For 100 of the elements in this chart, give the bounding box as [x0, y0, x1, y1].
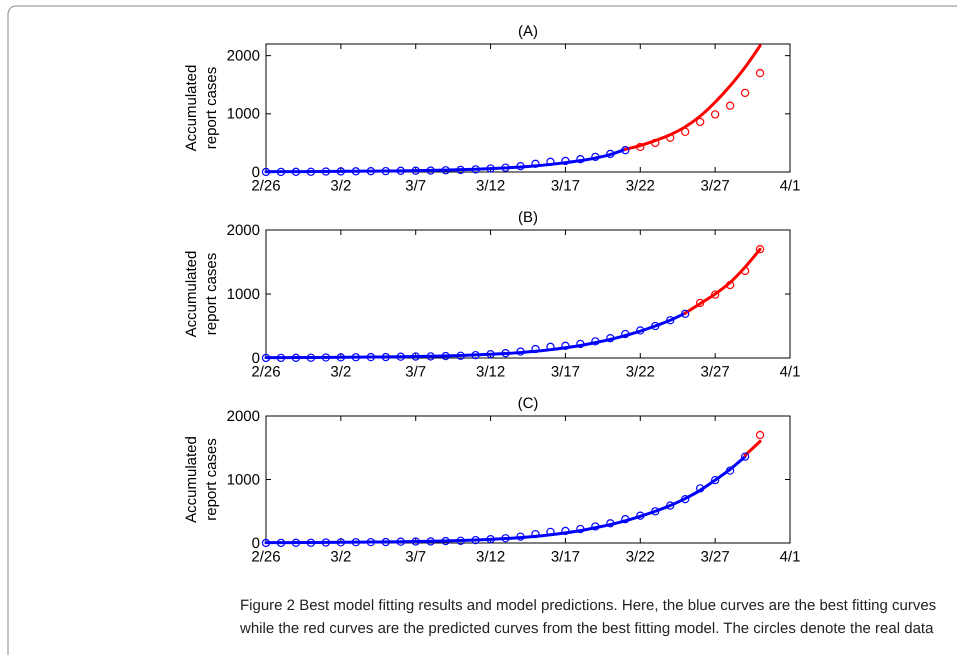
point	[441, 166, 450, 174]
point	[336, 538, 346, 547]
y-axis-title: Accumulated report cases	[183, 64, 220, 152]
point	[576, 524, 585, 534]
point	[366, 538, 375, 546]
point	[396, 166, 405, 175]
x-tick-label: 3/7	[405, 548, 426, 566]
point	[621, 146, 630, 154]
x-tick-label: 4/1	[780, 364, 800, 381]
point	[561, 156, 570, 166]
y-tick-label: 2000	[226, 222, 260, 239]
y-tick-label: 1000	[226, 106, 260, 123]
point	[576, 340, 585, 348]
point	[412, 352, 420, 361]
point	[306, 168, 316, 176]
point	[516, 347, 525, 356]
point	[516, 162, 525, 170]
point	[501, 163, 510, 172]
point	[666, 501, 674, 510]
point	[756, 430, 764, 440]
x-tick-label: 3/27	[700, 178, 730, 195]
line-series	[684, 248, 762, 315]
point	[636, 326, 644, 335]
x-tick-label: 4/1	[780, 548, 800, 566]
point	[366, 167, 375, 176]
y-tick-label: 2000	[226, 408, 260, 425]
x-tick-label: 3/22	[626, 548, 655, 566]
x-tick-label: 3/12	[476, 364, 506, 381]
point	[412, 166, 420, 175]
point	[636, 142, 644, 152]
point	[352, 353, 360, 362]
x-tick-label: 3/27	[700, 548, 730, 566]
point	[621, 515, 630, 524]
point	[756, 245, 764, 254]
point	[726, 102, 734, 110]
point	[471, 350, 480, 360]
point	[666, 316, 674, 324]
point	[531, 160, 540, 168]
point	[740, 266, 750, 276]
point	[576, 155, 585, 164]
x-tick-label: 3/12	[476, 178, 506, 195]
x-tick-label: 3/17	[550, 548, 580, 566]
point	[606, 150, 615, 158]
point	[710, 110, 720, 119]
point	[471, 165, 480, 174]
point	[591, 337, 600, 346]
point	[696, 118, 704, 126]
y-tick-label: 2000	[226, 47, 260, 64]
point	[501, 349, 510, 358]
y-tick-label: 1000	[226, 471, 260, 488]
x-tick-label: 3/7	[405, 178, 426, 195]
point	[546, 158, 555, 166]
x-tick-label: 3/17	[550, 178, 580, 195]
x-tick-label: 4/1	[780, 178, 800, 195]
point	[740, 452, 750, 461]
point	[726, 280, 734, 290]
point	[621, 330, 630, 338]
point	[561, 526, 570, 536]
point	[441, 536, 450, 546]
point	[396, 538, 405, 546]
point	[276, 354, 286, 362]
point	[276, 168, 286, 176]
chart-title: (A)	[518, 23, 538, 40]
point	[412, 537, 420, 546]
point	[382, 166, 390, 176]
point	[306, 354, 316, 362]
point	[681, 128, 690, 136]
point	[382, 352, 390, 362]
point	[591, 152, 600, 162]
point	[306, 538, 316, 547]
point	[262, 168, 270, 176]
y-axis-title: Accumulated report cases	[183, 436, 220, 523]
point	[606, 519, 615, 528]
x-tick-label: 3/12	[476, 548, 506, 566]
x-tick-label: 3/22	[626, 364, 655, 381]
point	[531, 530, 540, 538]
point	[726, 466, 734, 475]
point	[426, 166, 435, 175]
caption: Figure 2 Best model fitting results and model predictions. Here, the blue curves are the best fitting curves while the red curves are the predicted curves from the best fitting model. The circles denote the real data	[240, 596, 938, 639]
point	[456, 536, 465, 545]
point	[292, 354, 300, 362]
point	[740, 88, 750, 98]
point	[710, 290, 720, 299]
point	[322, 167, 330, 176]
point	[591, 522, 600, 531]
point	[651, 507, 660, 516]
point	[681, 310, 690, 318]
point	[441, 352, 450, 360]
point	[636, 512, 644, 520]
x-tick-label: 3/7	[405, 364, 426, 381]
point	[382, 538, 390, 546]
point	[322, 353, 330, 362]
point	[710, 476, 720, 484]
point	[336, 353, 346, 362]
point	[696, 298, 704, 308]
x-tick-label: 3/27	[700, 364, 730, 381]
y-axis-title: Accumulated report cases	[183, 250, 220, 338]
point	[531, 344, 540, 354]
point	[366, 352, 375, 362]
point	[516, 532, 525, 541]
